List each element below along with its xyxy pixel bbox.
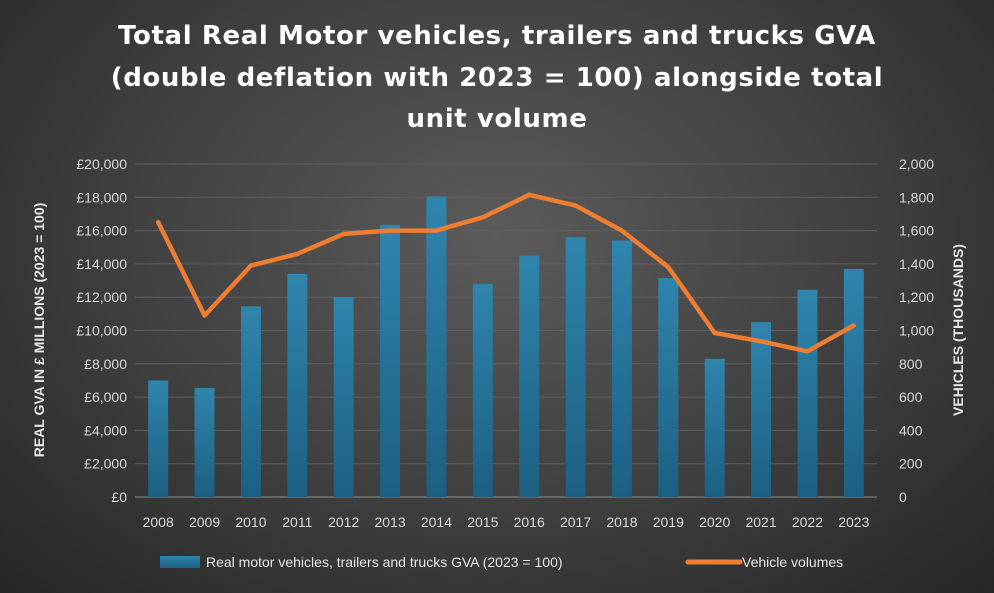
- chart-title-line-3: unit volume: [406, 104, 588, 134]
- x-tick-label: 2016: [514, 514, 545, 530]
- bar: [380, 224, 401, 497]
- bar: [194, 387, 215, 497]
- y-tick-label-right: 1,800: [899, 189, 934, 205]
- legend-swatch-bar: [160, 556, 200, 568]
- bar: [751, 322, 772, 497]
- y-tick-label-right: 200: [899, 456, 923, 472]
- x-tick-label: 2009: [189, 514, 220, 530]
- bar: [148, 380, 169, 497]
- y-tick-label-left: £18,000: [76, 189, 127, 205]
- x-tick-label: 2019: [653, 514, 684, 530]
- bar: [704, 358, 725, 497]
- y-axis-title-left: REAL GVA IN £ MILLIONS (2023 = 100): [31, 203, 47, 458]
- bar: [426, 196, 447, 497]
- line-series: [155, 192, 857, 354]
- y-tick-label-left: £20,000: [76, 156, 127, 172]
- y-tick-label-right: 0: [899, 489, 907, 505]
- y-tick-label-right: 1,600: [899, 223, 934, 239]
- chart-title-line-2: (double deflation with 2023 = 100) along…: [110, 63, 884, 93]
- x-tick-label: 2015: [467, 514, 498, 530]
- line-point: [295, 251, 300, 257]
- bar: [565, 237, 586, 497]
- y-tick-label-left: £6,000: [84, 389, 127, 405]
- y-tick-label-left: £8,000: [84, 356, 127, 372]
- x-tick-label: 2013: [374, 514, 405, 530]
- line-point: [341, 231, 346, 237]
- tick-labels: £0 £2,000 £4,000 £6,000 £8,000 £10,000 £12,000…: [76, 156, 934, 530]
- y-tick-label-left: £16,000: [76, 223, 127, 239]
- x-tick-label: 2023: [838, 514, 869, 530]
- bar: [287, 273, 308, 497]
- y-tick-label-right: 600: [899, 389, 923, 405]
- bar-series: [148, 196, 864, 497]
- y-tick-label-right: 800: [899, 356, 923, 372]
- bar: [240, 306, 261, 497]
- y-axis-title-right: VEHICLES (THOUSANDS): [950, 244, 966, 416]
- line-point: [619, 228, 625, 233]
- line-point: [526, 192, 532, 198]
- line-point: [666, 265, 671, 270]
- series-line-vehicle-volumes: [155, 192, 857, 354]
- y-tick-label-right: 1,400: [899, 256, 934, 272]
- bar: [611, 240, 632, 497]
- bar: [333, 297, 354, 497]
- line-point: [387, 228, 393, 233]
- x-tick-label: 2017: [560, 514, 591, 530]
- x-tick-label: 2018: [606, 514, 637, 530]
- y-tick-label-right: 2,000: [899, 156, 934, 172]
- line-point: [851, 323, 857, 328]
- line-point: [248, 263, 254, 268]
- y-tick-label-left: £10,000: [76, 323, 127, 339]
- line-point: [202, 313, 207, 318]
- legend-label-line: Vehicle volumes: [742, 554, 843, 570]
- bar: [519, 255, 540, 497]
- y-tick-label-left: £4,000: [84, 422, 127, 438]
- line-point: [480, 215, 486, 220]
- line-point: [573, 203, 578, 208]
- x-tick-label: 2014: [421, 514, 452, 530]
- bar: [797, 289, 818, 497]
- x-tick-label: 2011: [282, 514, 312, 530]
- line-point: [805, 349, 810, 354]
- y-tick-label-right: 1,200: [899, 289, 934, 305]
- y-tick-label-left: £12,000: [76, 289, 127, 305]
- line-point: [712, 330, 717, 336]
- x-tick-label: 2021: [745, 514, 776, 530]
- y-tick-label-left: £0: [111, 489, 127, 505]
- y-tick-label-left: £2,000: [84, 456, 127, 472]
- x-tick-label: 2020: [699, 514, 730, 530]
- line-point: [758, 339, 764, 344]
- legend-label-bar: Real motor vehicles, trailers and trucks…: [206, 554, 563, 570]
- y-tick-label-right: 400: [899, 422, 923, 438]
- legend: Real motor vehicles, trailers and trucks…: [160, 554, 843, 570]
- line-point: [155, 220, 161, 225]
- x-tick-label: 2010: [235, 514, 266, 530]
- x-tick-label: 2008: [143, 514, 174, 530]
- x-tick-label: 2022: [792, 514, 823, 530]
- bar: [843, 268, 864, 497]
- chart-title-line-1: Total Real Motor vehicles, trailers and …: [118, 21, 876, 51]
- y-tick-label-right: 1,000: [899, 323, 934, 339]
- y-tick-label-left: £14,000: [76, 256, 127, 272]
- bar: [472, 283, 493, 497]
- bar: [658, 278, 679, 497]
- line-point: [434, 228, 439, 233]
- x-tick-label: 2012: [328, 514, 359, 530]
